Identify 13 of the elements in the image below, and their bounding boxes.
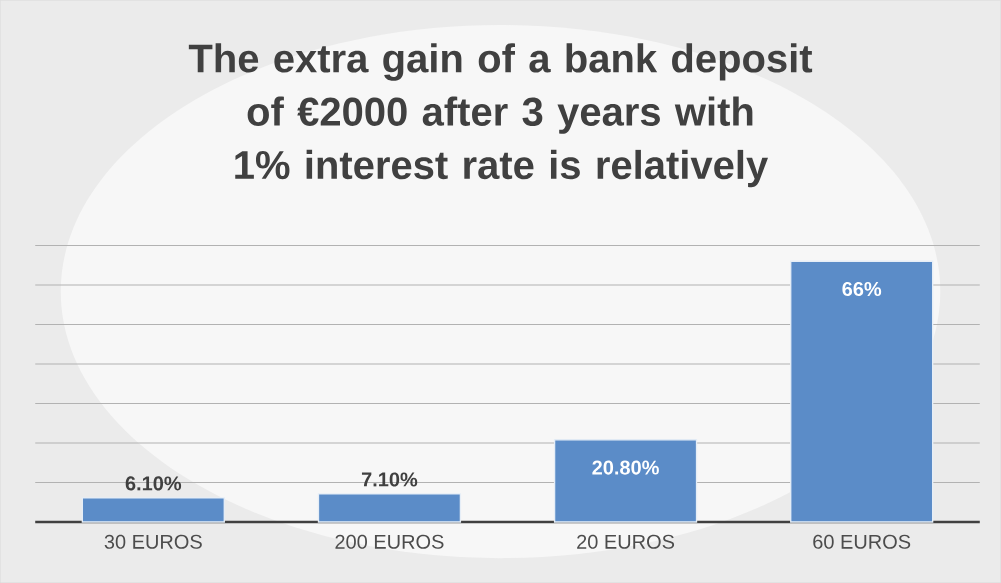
- x-tick-label: 20 EUROS: [577, 534, 675, 549]
- bar: [317, 493, 462, 523]
- x-tick-label: 30 EUROS: [104, 534, 202, 549]
- chart-title: The extra gain of a bank deposit of €2000 after 3 years with 1% interest rate is relatively: [188, 43, 813, 188]
- x-tick-label: 200 EUROS: [335, 534, 444, 549]
- data-label: 7.10%: [361, 472, 418, 487]
- bar: [81, 497, 225, 523]
- bar: [790, 260, 934, 523]
- data-label: 20.80%: [592, 460, 659, 475]
- bar: [553, 439, 698, 523]
- data-label: 66%: [842, 281, 882, 296]
- data-label: 6.10%: [125, 476, 182, 491]
- x-tick-label: 60 EUROS: [813, 534, 911, 549]
